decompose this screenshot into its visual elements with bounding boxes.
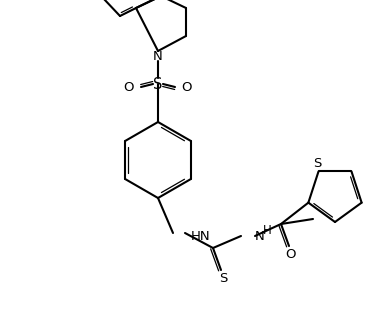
Text: HN: HN [191, 230, 210, 242]
Text: O: O [124, 80, 134, 93]
Text: H: H [263, 224, 272, 238]
Text: S: S [313, 157, 322, 170]
Text: S: S [153, 77, 163, 91]
Text: S: S [219, 271, 227, 285]
Text: O: O [286, 248, 296, 260]
Text: O: O [182, 80, 192, 93]
Text: N: N [153, 50, 163, 62]
Text: N: N [255, 230, 265, 242]
